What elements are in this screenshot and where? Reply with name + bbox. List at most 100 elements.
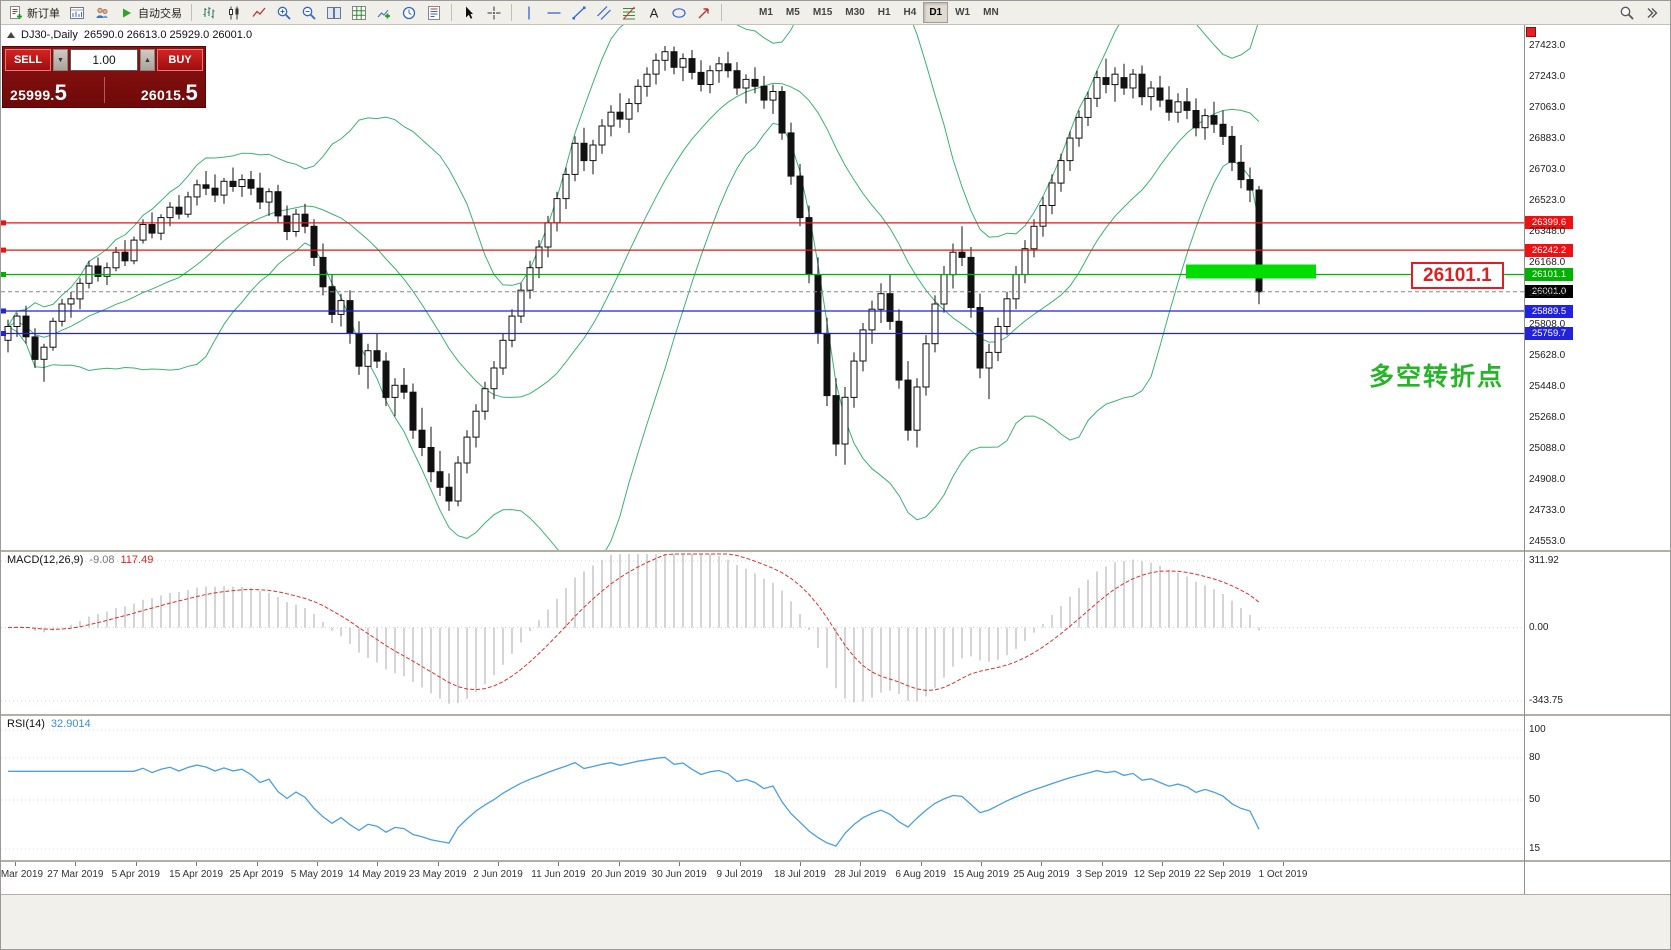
date-axis-label: 5 May 2019	[290, 869, 344, 880]
one-click-trading-panel: SELL ▼ ▲ BUY 25999.5 26015.5	[2, 46, 206, 108]
line-chart-button[interactable]	[247, 2, 271, 23]
bar-chart-icon	[201, 5, 217, 21]
price-axis-border	[1524, 25, 1525, 894]
timeframe-h1-button[interactable]: H1	[872, 2, 897, 23]
panel-splitter[interactable]	[1, 550, 1670, 552]
date-axis-tick	[739, 862, 741, 866]
date-axis-label: 6 Aug 2019	[895, 869, 946, 880]
toolbar-expand-icon	[1643, 5, 1659, 21]
buy-price-display[interactable]: 26015.5	[140, 80, 198, 105]
periods-button[interactable]	[397, 2, 421, 23]
chart-symbol-period: DJ30-,Daily	[21, 29, 78, 41]
annotation-text[interactable]: 多空转折点	[1369, 363, 1505, 391]
grid-button[interactable]	[347, 2, 371, 23]
zoom-out-button[interactable]	[297, 2, 321, 23]
search-icon	[1619, 5, 1635, 21]
volume-input[interactable]	[70, 49, 138, 71]
price-axis-label: 27423.0	[1529, 40, 1566, 51]
price-axis-label: 24733.0	[1529, 505, 1566, 516]
crosshair-button[interactable]	[482, 2, 506, 23]
chart-title: DJ30-,Daily 26590.0 26613.0 25929.0 2600…	[7, 29, 252, 41]
timeframe-m15-button[interactable]: M15	[807, 2, 838, 23]
cursor-icon	[461, 5, 477, 21]
arrows-icon	[696, 5, 712, 21]
buy-price-main: 26015.	[140, 87, 186, 103]
timeframe-mn-button[interactable]: MN	[977, 2, 1005, 23]
date-axis-label: 12 Sep 2019	[1133, 869, 1191, 880]
macd-name: MACD(12,26,9)	[7, 554, 84, 566]
buy-button[interactable]: BUY	[157, 49, 203, 71]
date-axis-label: 9 Jul 2019	[716, 869, 763, 880]
date-axis-tick	[618, 862, 620, 866]
sell-price-display[interactable]: 25999.5	[10, 80, 68, 105]
trendline-button[interactable]	[567, 2, 591, 23]
toolbar-separator	[191, 4, 192, 21]
trendline-icon	[571, 5, 587, 21]
date-axis-tick	[920, 862, 922, 866]
profiles-button[interactable]	[90, 2, 114, 23]
zoom-in-button[interactable]	[272, 2, 296, 23]
timeframe-m30-button[interactable]: M30	[839, 2, 870, 23]
rsi-axis-label: 100	[1529, 724, 1546, 735]
date-axis-tick	[1282, 862, 1284, 866]
price-axis-label: 27243.0	[1529, 71, 1566, 82]
templates-button[interactable]	[422, 2, 446, 23]
autotrading-button[interactable]: 自动交易	[115, 2, 186, 23]
channel-button[interactable]	[592, 2, 616, 23]
timeframe-d1-button[interactable]: D1	[923, 2, 949, 23]
panel-splitter[interactable]	[1, 860, 1670, 862]
fibonacci-button[interactable]	[617, 2, 641, 23]
shapes-button[interactable]	[667, 2, 691, 23]
channel-icon	[596, 5, 612, 21]
sell-button[interactable]: SELL	[5, 49, 51, 71]
toolbar-separator	[511, 4, 512, 21]
date-axis-tick	[316, 862, 318, 866]
price-axis-label: 25988.0	[1529, 288, 1566, 299]
search-button[interactable]	[1615, 2, 1639, 23]
toolbar: 新订单 自动交易 A M1 M5 M15 M30 H1 H4 D1 W1 MN	[1, 1, 1670, 25]
charts-button[interactable]	[65, 2, 89, 23]
axis-alert-marker[interactable]	[1526, 27, 1536, 37]
timeframe-m5-button[interactable]: M5	[780, 2, 806, 23]
horizontal-line-button[interactable]	[542, 2, 566, 23]
price-axis-label: 26883.0	[1529, 133, 1566, 144]
timeframe-m1-button[interactable]: M1	[753, 2, 779, 23]
timeframe-w1-button[interactable]: W1	[949, 2, 976, 23]
price-axis-badge: 26001.0	[1525, 285, 1573, 299]
date-axis-tick	[196, 862, 198, 866]
panel-splitter[interactable]	[1, 714, 1670, 716]
main-chart-canvas[interactable]	[1, 25, 1524, 550]
date-axis-label: 18 Mar 2019	[0, 869, 44, 880]
toolbar-expand-button[interactable]	[1639, 2, 1663, 23]
date-axis-tick	[256, 862, 258, 866]
buy-price-big-digit: 5	[185, 80, 198, 105]
date-axis-label: 18 Jul 2019	[774, 869, 826, 880]
new-order-button[interactable]: 新订单	[4, 2, 64, 23]
tile-windows-button[interactable]	[322, 2, 346, 23]
rsi-value: 32.9014	[50, 718, 91, 730]
cursor-button[interactable]	[457, 2, 481, 23]
date-axis-tick	[377, 862, 379, 866]
price-axis-label: 26168.0	[1529, 257, 1566, 268]
bar-chart-button[interactable]	[197, 2, 221, 23]
price-axis-label: 24908.0	[1529, 474, 1566, 485]
grid-icon	[351, 5, 367, 21]
vertical-line-button[interactable]	[517, 2, 541, 23]
rsi-name: RSI(14)	[7, 718, 45, 730]
price-axis-badge: 26399.6	[1525, 216, 1573, 230]
indicators-button[interactable]	[372, 2, 396, 23]
sell-price-big-digit: 5	[54, 80, 68, 105]
text-tool-button[interactable]: A	[642, 2, 666, 23]
price-level-callout[interactable]: 26101.1	[1411, 262, 1504, 289]
volume-up-button[interactable]: ▲	[140, 49, 155, 71]
arrows-button[interactable]	[692, 2, 716, 23]
price-axis-label: 26703.0	[1529, 164, 1566, 175]
timeframe-h4-button[interactable]: H4	[898, 2, 923, 23]
date-axis-label: 25 Aug 2019	[1013, 869, 1070, 880]
candlestick-chart-button[interactable]	[222, 2, 246, 23]
volume-down-button[interactable]: ▼	[53, 49, 68, 71]
rsi-canvas[interactable]	[1, 716, 1524, 860]
date-axis-label: 22 Sep 2019	[1194, 869, 1251, 880]
macd-canvas[interactable]	[1, 552, 1524, 714]
